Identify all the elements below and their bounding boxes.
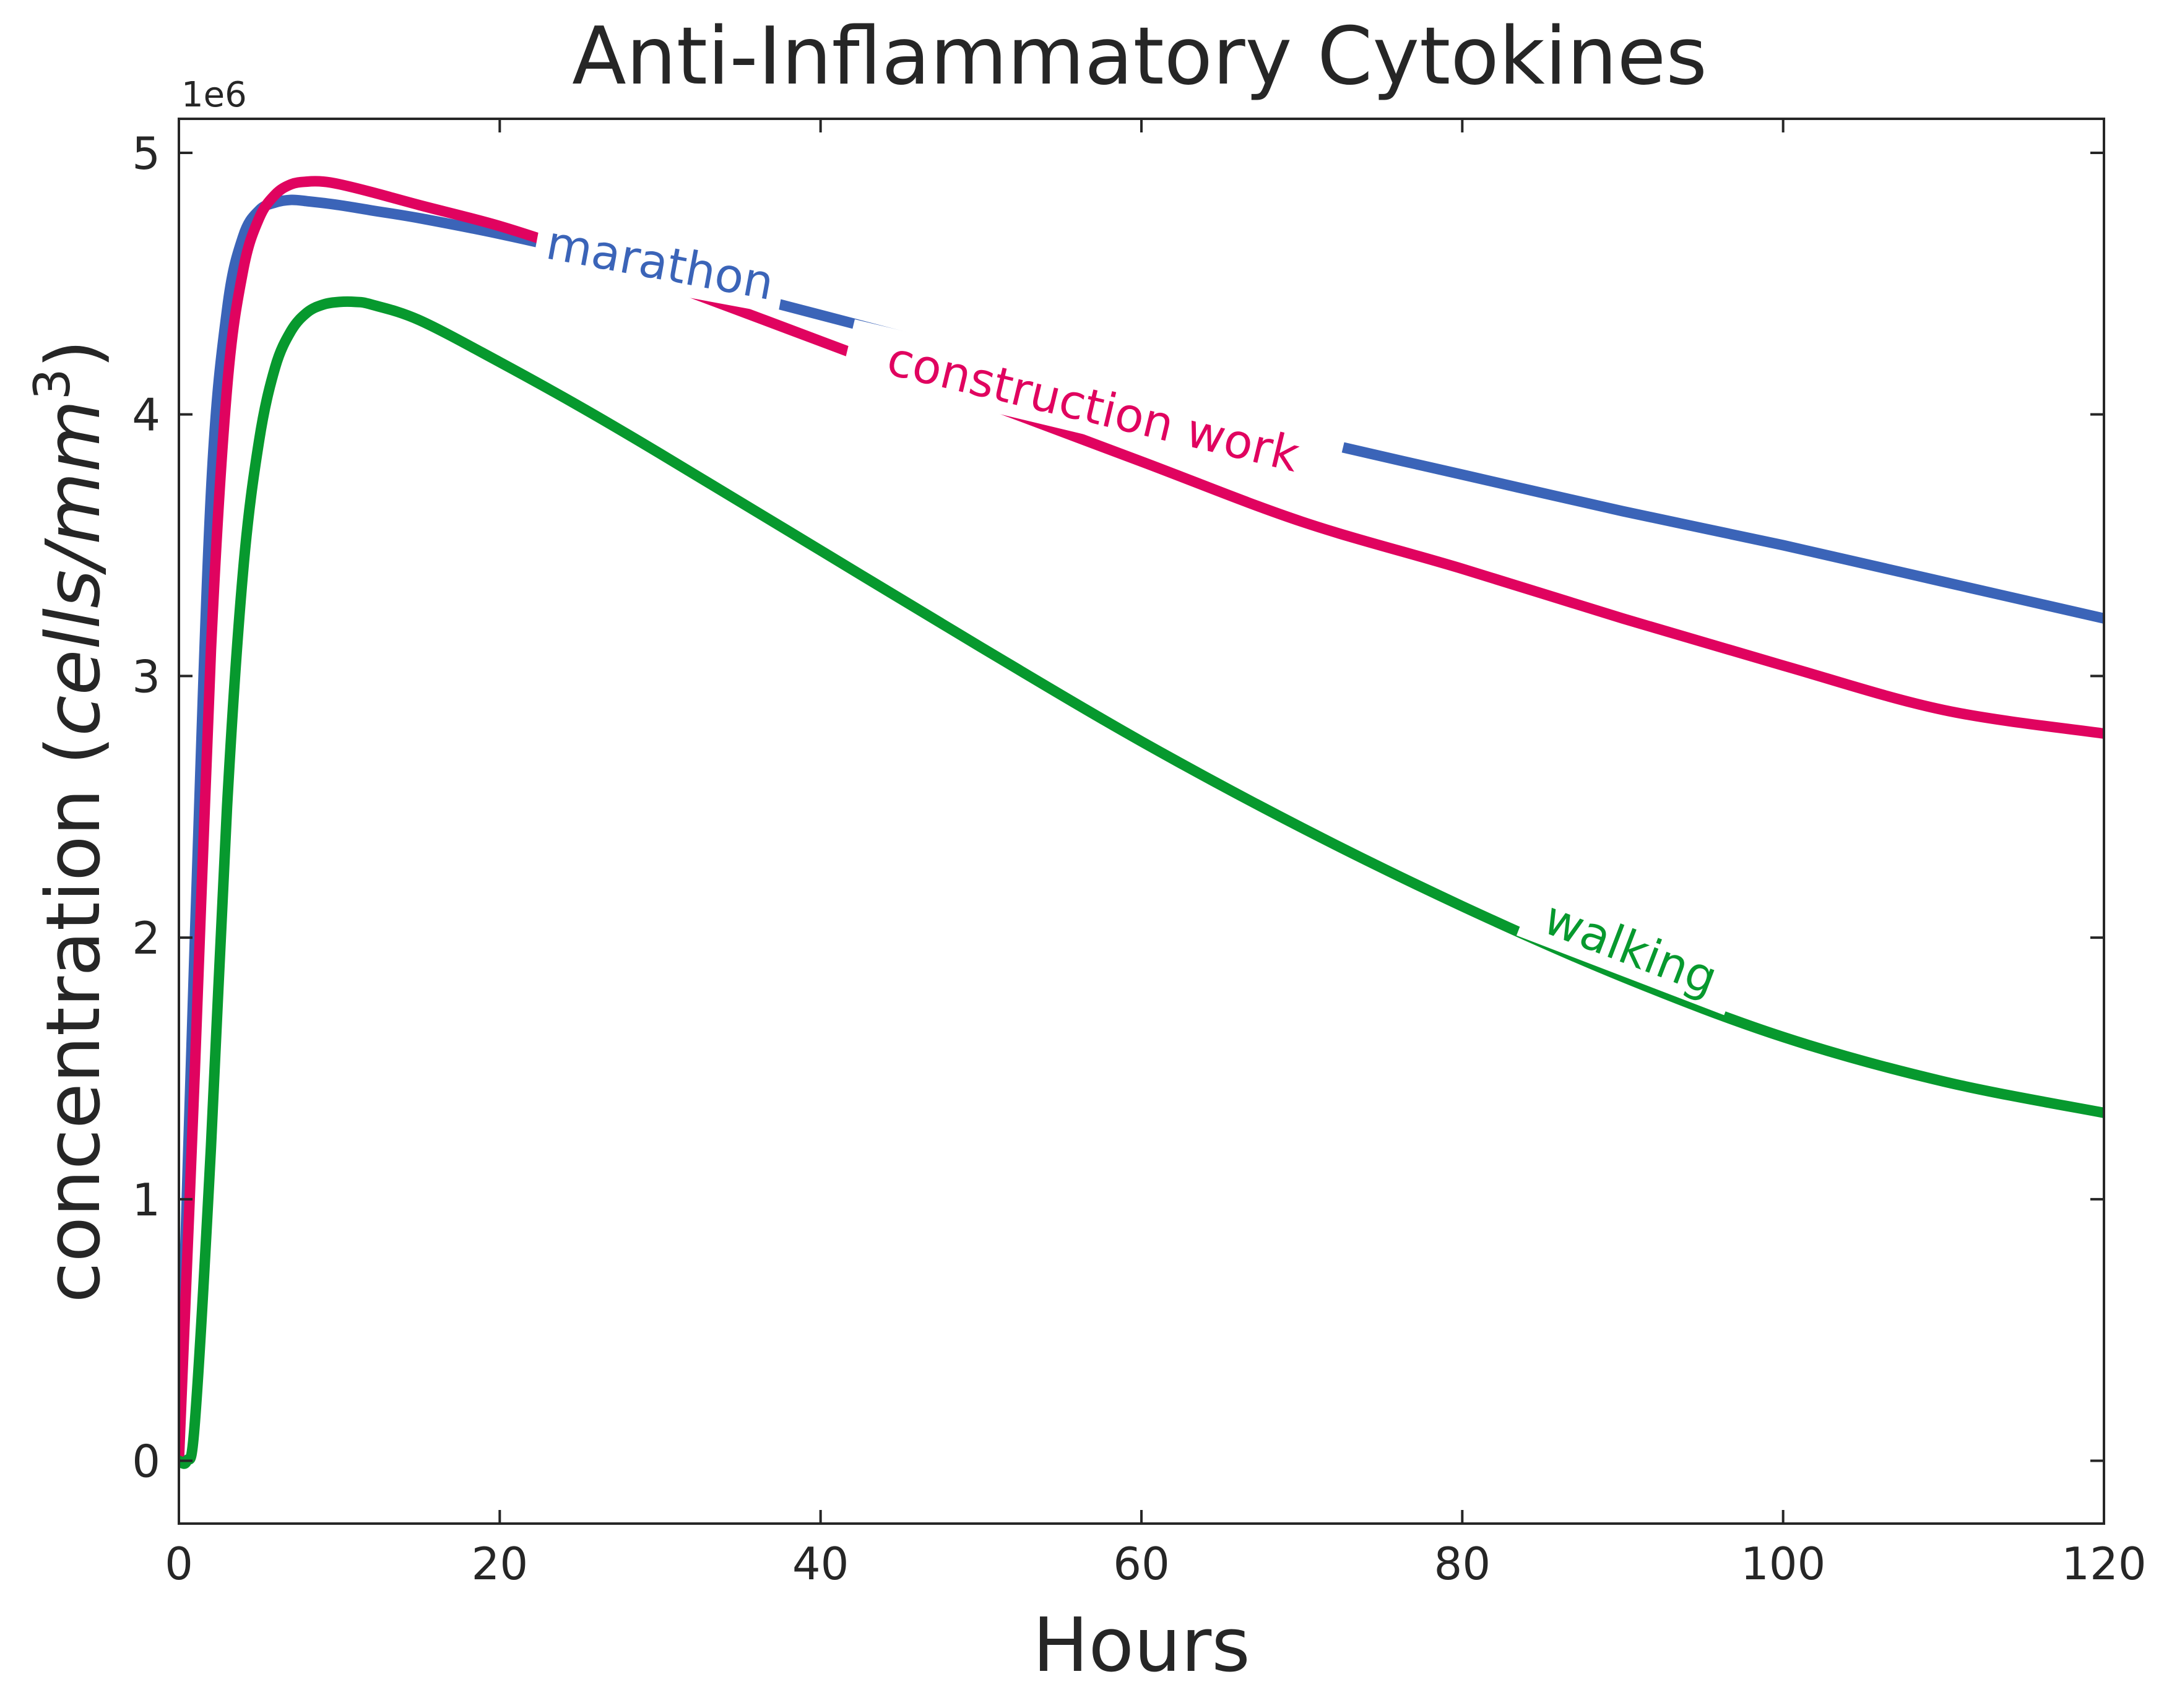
chart-title: Anti-Inflammatory Cytokines [572, 11, 1707, 103]
y-tick-label: 0 [132, 1436, 160, 1488]
y-axis-label-unit: cells/mm [31, 400, 117, 736]
y-axis-label-close: ) [31, 339, 117, 368]
line-label-gap-marathon [531, 211, 789, 314]
series-line-construction-work [179, 176, 2104, 1466]
line-label-gap-construction-work [841, 319, 1346, 494]
y-tick-label: 3 [132, 650, 160, 702]
x-tick-label: 80 [1434, 1538, 1491, 1590]
x-axis: 0 20 40 60 80 100 120 [165, 119, 2147, 1590]
x-tick-label: 0 [165, 1538, 193, 1590]
x-tick-label: 40 [792, 1538, 849, 1590]
x-axis-label: Hours [1032, 1603, 1250, 1689]
x-tick-label: 100 [1741, 1538, 1825, 1590]
line-label-gap-walking [1516, 881, 1746, 1016]
x-tick-label: 20 [472, 1538, 529, 1590]
y-axis-label-main: concentration ( [31, 736, 117, 1303]
y-tick-label: 1 [132, 1174, 160, 1226]
y-tick-label: 4 [132, 389, 160, 441]
y-axis-label-exponent: 3 [24, 368, 81, 400]
x-tick-label: 60 [1113, 1538, 1170, 1590]
y-tick-label: 2 [132, 912, 160, 964]
y-offset-text: 1e6 [181, 75, 247, 115]
y-axis: 0 1 2 3 4 5 [132, 127, 2104, 1488]
x-tick-label: 120 [2061, 1538, 2146, 1590]
series-line-walking [179, 296, 2104, 1469]
y-tick-label: 5 [132, 127, 160, 179]
y-axis-label: concentration (cells/mm3) [24, 339, 117, 1303]
